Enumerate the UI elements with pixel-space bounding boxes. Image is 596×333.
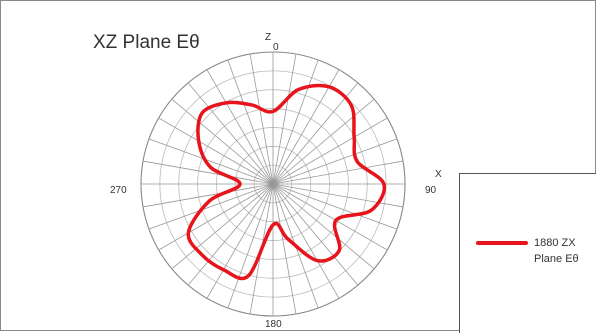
polar-spoke xyxy=(272,69,340,185)
data-point xyxy=(369,209,373,212)
tick-label-270: 270 xyxy=(110,185,127,196)
polar-spoke xyxy=(158,183,274,251)
polar-spoke xyxy=(272,53,297,185)
polar-spoke xyxy=(272,160,404,185)
data-point xyxy=(250,103,254,107)
polar-spoke xyxy=(272,183,404,208)
data-point xyxy=(350,104,353,107)
chart-title: XZ Plane Eθ xyxy=(93,32,200,53)
polar-spoke xyxy=(272,138,398,185)
data-point xyxy=(247,274,250,277)
polar-spoke xyxy=(272,117,388,185)
polar-spoke xyxy=(158,117,274,185)
polar-spoke xyxy=(272,183,375,270)
data-point xyxy=(200,253,204,257)
series-layer xyxy=(186,83,387,281)
polar-grid xyxy=(140,51,406,317)
data-point xyxy=(352,135,356,139)
tick-label-180: 180 xyxy=(265,319,282,330)
polar-spoke xyxy=(206,183,274,299)
polar-spoke xyxy=(227,59,274,185)
polar-spoke xyxy=(227,183,274,309)
polar-spoke xyxy=(272,183,398,230)
legend: 1880 ZX Plane Eθ xyxy=(459,173,596,333)
polar-spoke xyxy=(272,82,359,185)
legend-series-swatch xyxy=(476,241,528,245)
legend-series-label: 1880 ZX Plane Eθ xyxy=(534,237,579,265)
tick-label-0: 0 xyxy=(273,42,279,53)
data-point xyxy=(338,249,341,252)
polar-spoke xyxy=(148,138,274,185)
data-point xyxy=(224,101,228,105)
polar-spoke xyxy=(272,59,319,185)
polar-spoke xyxy=(171,98,274,185)
polar-spoke xyxy=(206,69,274,185)
data-point xyxy=(208,199,211,203)
data-point xyxy=(382,182,386,186)
polar-spoke xyxy=(171,183,274,270)
polar-spoke xyxy=(272,183,359,286)
data-point xyxy=(238,182,242,186)
data-point xyxy=(355,160,359,163)
polar-spoke xyxy=(272,183,297,315)
polar-spoke xyxy=(272,98,375,185)
polar-spoke xyxy=(142,160,274,185)
data-point xyxy=(271,223,275,227)
data-point xyxy=(197,139,200,143)
polar-spoke xyxy=(272,183,388,251)
data-point xyxy=(222,268,225,271)
polar-spoke xyxy=(142,183,274,208)
tick-label-90: 90 xyxy=(425,185,437,196)
polar-spoke xyxy=(187,183,274,286)
polar-spoke xyxy=(187,82,274,185)
polar-spoke xyxy=(148,183,274,230)
data-point xyxy=(187,231,190,235)
data-point xyxy=(286,237,289,241)
data-point xyxy=(327,85,331,89)
axis-label-z: Z xyxy=(265,32,271,43)
data-point xyxy=(200,111,204,115)
data-point xyxy=(316,259,319,262)
data-point xyxy=(271,110,275,113)
data-point xyxy=(334,219,338,222)
data-point xyxy=(297,88,300,91)
polar-spoke xyxy=(272,183,340,299)
axis-label-x: X xyxy=(435,169,442,180)
polar-spoke xyxy=(249,53,274,185)
data-point xyxy=(209,166,212,169)
